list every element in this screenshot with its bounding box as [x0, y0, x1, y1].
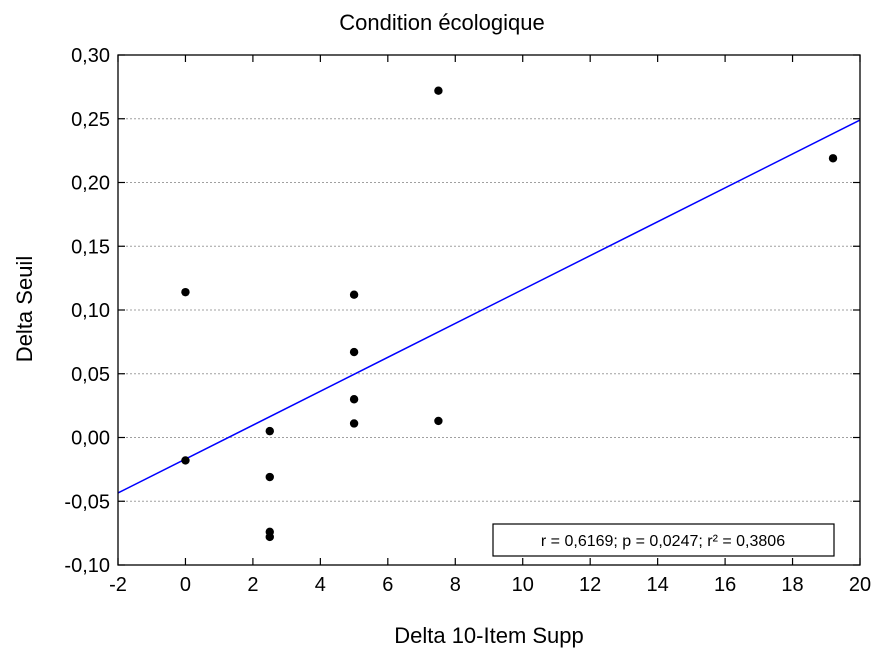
y-tick-label: 0,15: [71, 236, 110, 258]
x-tick-label: 2: [247, 574, 258, 596]
stats-box: [492, 523, 835, 557]
y-tick-label: 0,25: [71, 109, 110, 131]
y-tick-label: 0,20: [71, 173, 110, 195]
x-tick-labels: -2 0 2 4 6 8 10 12 14 16 18 20: [109, 574, 871, 596]
x-tick-label: 16: [714, 574, 736, 596]
data-point: [349, 419, 359, 428]
x-tick-label: 12: [579, 574, 601, 596]
points-layer: [181, 86, 838, 542]
x-tick-label: 0: [180, 574, 191, 596]
y-tick-label: 0,30: [71, 45, 110, 67]
x-tick-label: 14: [647, 574, 669, 596]
stats-text: r = 0,6169; p = 0,0247; r² = 0,3806: [541, 533, 785, 550]
ticks-layer: [117, 54, 861, 566]
data-point: [434, 416, 443, 426]
y-tick-label: -0,10: [64, 555, 110, 577]
data-point: [265, 426, 274, 436]
data-point: [434, 86, 443, 95]
regression-line: [117, 119, 861, 494]
x-axis-title: Delta 10-Item Supp: [394, 623, 584, 648]
data-point: [265, 472, 274, 482]
y-tick-label: 0,00: [71, 428, 110, 450]
data-point: [349, 290, 359, 299]
y-axis-title: Delta Seuil: [12, 256, 37, 362]
x-tick-label: 6: [382, 574, 393, 596]
y-tick-label: 0,05: [71, 364, 110, 386]
x-tick-label: 20: [849, 574, 871, 596]
x-tick-label: 4: [315, 574, 326, 596]
data-point: [265, 532, 274, 542]
x-tick-label: 10: [512, 574, 534, 596]
x-tick-label: -2: [109, 574, 127, 596]
chart-title: Condition écologique: [339, 10, 545, 35]
y-tick-label: -0,05: [64, 491, 110, 513]
data-point: [181, 456, 190, 465]
y-tick-label: 0,10: [71, 300, 110, 322]
data-point: [349, 347, 359, 357]
data-point: [828, 154, 838, 163]
data-point: [181, 287, 190, 297]
x-tick-label: 8: [450, 574, 461, 596]
x-tick-label: 18: [781, 574, 803, 596]
stats-annotation: r = 0,6169; p = 0,0247; r² = 0,3806: [492, 523, 835, 557]
y-tick-labels: -0,10 -0,05 0,00 0,05 0,10 0,15 0,20 0,25 0,30: [64, 45, 110, 577]
data-point: [349, 395, 359, 404]
plot-frame: [117, 54, 861, 566]
fit-layer: [117, 119, 861, 494]
